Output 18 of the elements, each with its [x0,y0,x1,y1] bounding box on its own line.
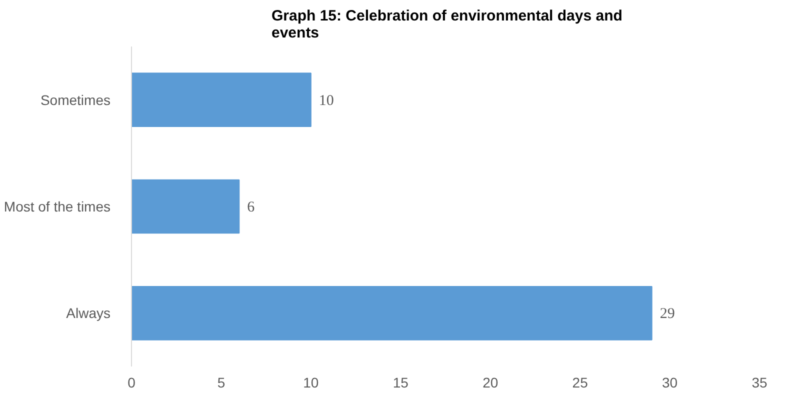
x-tick-label: 35 [752,374,768,390]
x-tick-label: 5 [217,374,226,390]
bar [132,179,240,234]
y-tick-label: Always [66,305,111,322]
x-tick-label: 25 [572,374,588,390]
y-tick-label: Sometimes [40,92,111,108]
x-tick-label: 15 [392,374,409,390]
data-label: 10 [318,92,334,109]
x-tick-label: 30 [662,374,678,390]
y-tick-label: Most of the times [4,198,110,214]
x-tick-label: 0 [128,374,136,390]
x-tick-label: 20 [482,374,498,390]
bar [132,72,312,127]
data-label: 6 [247,200,256,216]
chart-title: Graph 15: Celebration of environmental days and events [272,8,622,42]
bar [132,286,652,340]
x-tick-label: 10 [303,374,319,390]
data-label: 29 [660,306,675,322]
